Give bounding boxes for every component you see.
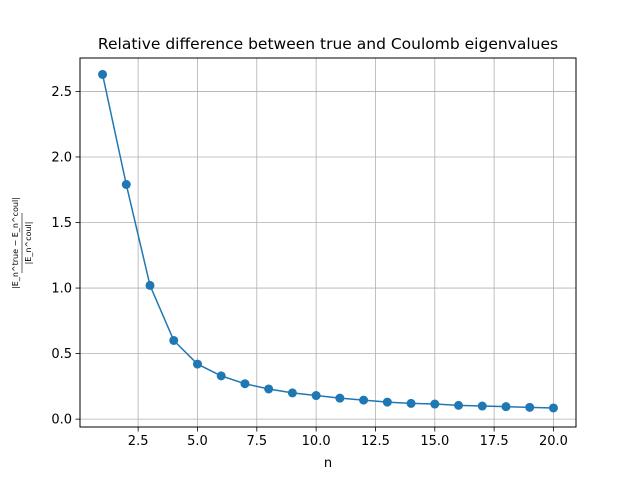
y-tick-label: 1.0: [51, 282, 72, 297]
data-point: [121, 179, 131, 189]
y-tick-label: 2.5: [51, 85, 72, 100]
data-point: [430, 399, 440, 409]
data-point: [548, 403, 558, 413]
data-point: [335, 393, 345, 403]
data-point: [216, 371, 226, 381]
data-point: [264, 384, 274, 394]
data-point: [98, 69, 108, 79]
data-point: [406, 398, 416, 408]
data-point: [359, 395, 369, 405]
data-point: [382, 397, 392, 407]
data-point: [525, 402, 535, 412]
data-point: [501, 402, 511, 412]
y-axis-ticks: 0.0 0.5 1.0 1.5 2.0 2.5: [51, 85, 80, 428]
grid: [80, 58, 576, 427]
data-point: [287, 388, 297, 398]
y-axis-label-numerator: |E_n^true − E_n^coul|: [11, 197, 20, 289]
data-point: [454, 400, 464, 410]
series-layer: [98, 69, 558, 413]
x-tick-label: 20.0: [539, 434, 568, 449]
y-axis-label-denominator: |E_n^coul|: [24, 222, 33, 265]
x-tick-label: 17.5: [480, 434, 509, 449]
y-tick-label: 0.0: [51, 413, 72, 428]
x-tick-label: 10.0: [302, 434, 331, 449]
data-point: [311, 391, 321, 401]
y-axis-label: |E_n^true − E_n^coul| |E_n^coul|: [11, 197, 33, 289]
data-point: [240, 379, 250, 389]
data-point: [477, 401, 487, 411]
data-point: [169, 335, 179, 345]
y-tick-label: 0.5: [51, 347, 72, 362]
data-point: [192, 359, 202, 369]
x-tick-label: 15.0: [420, 434, 449, 449]
x-tick-label: 2.5: [128, 434, 149, 449]
x-tick-label: 12.5: [361, 434, 390, 449]
y-tick-label: 2.0: [51, 150, 72, 165]
y-tick-label: 1.5: [51, 216, 72, 231]
x-axis-label: n: [324, 456, 332, 471]
data-point: [145, 280, 155, 290]
x-tick-label: 7.5: [246, 434, 267, 449]
x-tick-label: 5.0: [187, 434, 208, 449]
x-axis-ticks: 2.5 5.0 7.5 10.0 12.5 15.0 17.5 20.0: [128, 427, 568, 449]
axes-frame: [79, 57, 577, 428]
chart-title: Relative difference between true and Cou…: [98, 35, 558, 53]
